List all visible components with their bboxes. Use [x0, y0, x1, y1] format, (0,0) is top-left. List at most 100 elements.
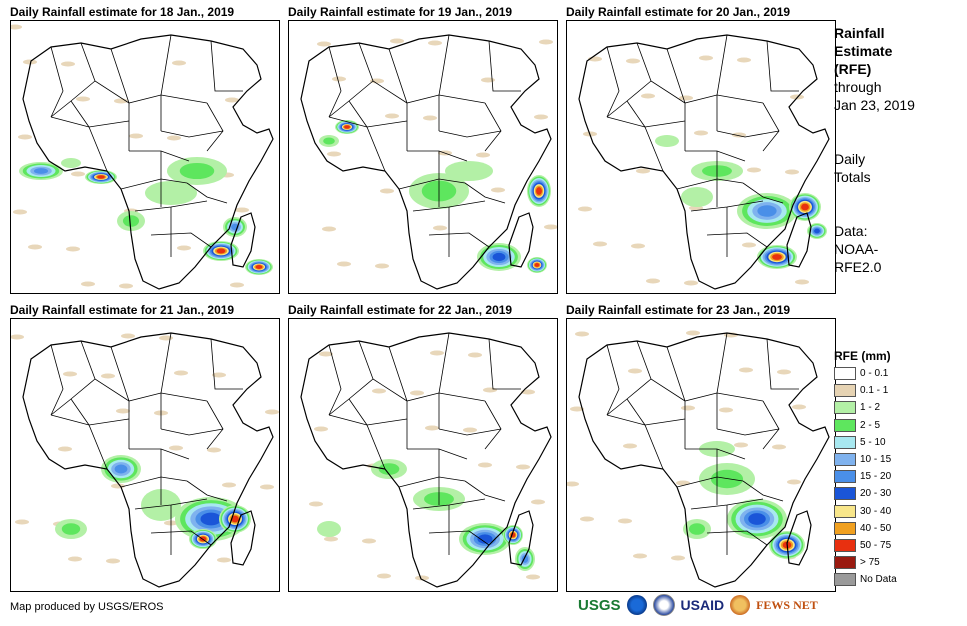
legend-item: 20 - 30 — [834, 485, 959, 502]
rainfall-area — [323, 137, 335, 145]
trace-rain-patch — [671, 555, 685, 561]
panel-title: Daily Rainfall estimate for 20 Jan., 201… — [566, 5, 791, 19]
trace-rain-patch — [694, 130, 708, 136]
country-border — [150, 530, 212, 546]
map-credit: Map produced by USGS/EROS — [10, 601, 164, 613]
country-border — [186, 480, 228, 502]
country-border — [160, 428, 224, 436]
rainfall-area — [655, 135, 679, 147]
rainfall-area — [477, 534, 493, 544]
country-border — [328, 80, 374, 118]
country-border — [438, 130, 502, 138]
country-border — [50, 116, 130, 128]
legend-label: 50 - 75 — [860, 539, 892, 551]
trace-rain-patch — [18, 134, 32, 140]
rainfall-map — [578, 34, 830, 290]
panel-title: Daily Rainfall estimate for 22 Jan., 201… — [288, 303, 513, 317]
trace-rain-patch — [544, 224, 557, 230]
legend-item: 40 - 50 — [834, 520, 959, 537]
usgs-logo: USGS — [578, 596, 621, 614]
country-border — [160, 130, 224, 138]
trace-rain-patch — [699, 55, 713, 61]
panel-title: Daily Rainfall estimate for 21 Jan., 201… — [10, 303, 235, 317]
trace-rain-patch — [777, 369, 791, 375]
rainfall-area — [97, 175, 105, 179]
trace-rain-patch — [567, 481, 579, 487]
legend-label: No Data — [860, 574, 897, 586]
legend-label: 10 - 15 — [860, 454, 892, 466]
trace-rain-patch — [526, 574, 540, 580]
trace-rain-patch — [534, 114, 548, 120]
trace-rain-patch — [531, 499, 545, 505]
trace-rain-patch — [516, 464, 530, 470]
legend-swatch — [834, 504, 856, 518]
legend-label: 1 - 2 — [860, 402, 881, 414]
trace-rain-patch — [111, 483, 125, 489]
trace-rain-patch — [159, 335, 173, 341]
country-border — [766, 338, 799, 390]
country-border — [606, 344, 620, 416]
rainfall-area — [122, 215, 140, 227]
trace-rain-patch — [626, 58, 640, 64]
trace-rain-patch — [375, 263, 389, 269]
country-border — [626, 100, 664, 172]
madagascar-outline — [230, 212, 256, 268]
legend-item: No Data — [834, 571, 959, 588]
trace-rain-patch — [317, 41, 331, 47]
country-border — [80, 42, 130, 104]
trace-rain-patch — [58, 446, 72, 452]
country-border — [606, 46, 620, 118]
trace-rain-patch — [319, 351, 333, 357]
rainfall-area — [757, 205, 777, 217]
legend-item: 50 - 75 — [834, 537, 959, 554]
country-border — [606, 378, 652, 416]
trace-rain-patch — [15, 519, 29, 525]
trace-rain-patch — [260, 484, 274, 490]
rainfall-area — [145, 181, 197, 205]
trace-rain-patch — [580, 516, 594, 522]
side-totals: Totals — [834, 169, 871, 185]
rainfall-area — [216, 248, 226, 254]
panel-title: Daily Rainfall estimate for 23 Jan., 201… — [566, 303, 791, 317]
country-border — [464, 182, 506, 204]
country-border — [70, 398, 108, 470]
rainfall-area — [61, 158, 81, 168]
country-border — [636, 340, 686, 402]
logo-strip: USGS USAID FEWS NET — [578, 594, 818, 616]
country-border — [328, 46, 342, 118]
trace-rain-patch — [676, 480, 690, 486]
country-border — [438, 332, 450, 429]
trace-rain-patch — [116, 408, 130, 414]
side-info: Rainfall Estimate (RFE) through Jan 23, … — [834, 24, 964, 276]
trace-rain-patch — [235, 207, 249, 213]
country-border — [407, 448, 468, 460]
trace-rain-patch — [230, 282, 244, 288]
map-frame — [10, 20, 280, 294]
trace-rain-patch — [265, 409, 279, 415]
country-border — [210, 40, 243, 92]
rainfall-area — [492, 252, 506, 262]
country-border — [129, 448, 190, 460]
map-frame — [566, 20, 836, 294]
trace-rain-patch — [362, 538, 376, 544]
country-border — [716, 34, 728, 131]
side-title-line2: Estimate — [834, 43, 893, 59]
rainfall-map — [11, 24, 274, 290]
trace-rain-patch — [646, 278, 660, 284]
country-border — [626, 398, 664, 470]
trace-rain-patch — [212, 372, 226, 378]
country-border — [328, 414, 408, 426]
map-frame — [288, 318, 558, 592]
trace-rain-patch — [167, 135, 181, 141]
madagascar-outline — [508, 212, 534, 268]
trace-rain-patch — [101, 373, 115, 379]
legend-item: 15 - 20 — [834, 468, 959, 485]
legend-label: 30 - 40 — [860, 505, 892, 517]
trace-rain-patch — [570, 406, 584, 412]
country-border — [742, 480, 784, 502]
country-border — [398, 476, 466, 488]
trace-rain-patch — [385, 113, 399, 119]
trace-rain-patch — [327, 151, 341, 157]
trace-rain-patch — [425, 425, 439, 431]
map-panel-21jan: Daily Rainfall estimate for 21 Jan., 201… — [10, 302, 280, 592]
